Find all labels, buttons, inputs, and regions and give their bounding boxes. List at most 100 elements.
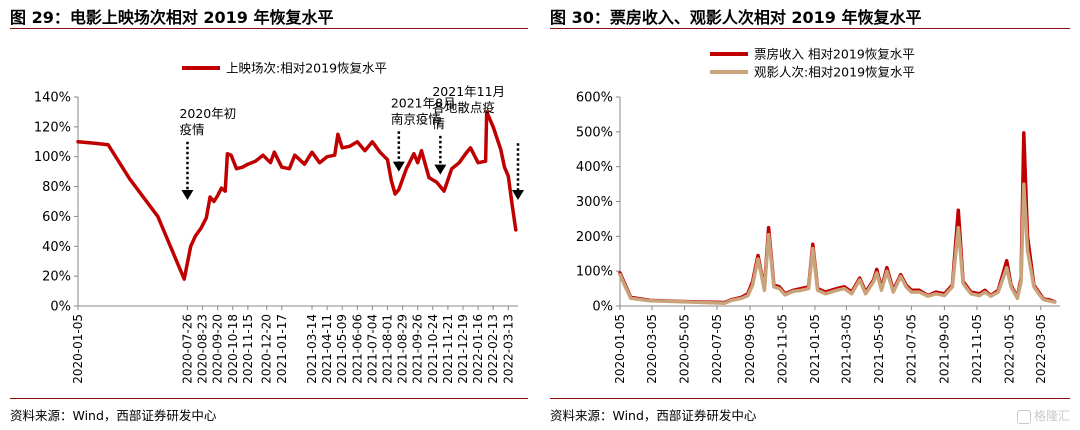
- x-tick-label: 2022-01-05: [1002, 314, 1016, 384]
- x-tick-label: 2020-09-20: [211, 314, 225, 384]
- series-point: [420, 150, 423, 152]
- series-point: [235, 168, 238, 170]
- x-tick-label: 2022-01-16: [471, 314, 485, 384]
- series-point: [213, 200, 215, 203]
- series-point: [364, 150, 366, 152]
- series-point: [1023, 183, 1025, 185]
- annotation-text: 疫情: [179, 122, 204, 137]
- series-point: [957, 227, 959, 229]
- left-source-rule: [10, 398, 528, 399]
- series-point: [1033, 286, 1035, 288]
- series-point: [194, 235, 197, 237]
- y-tick-label: 120%: [34, 120, 71, 135]
- right-line-chart: 0% 100% 200% 300% 400% 500% 600% 2020-01-05 2020…: [576, 47, 1060, 384]
- y-tick-label: 0%: [592, 300, 613, 315]
- right-source-rule: [550, 398, 1070, 399]
- x-tick-label: 2020-09-05: [743, 314, 757, 384]
- watermark: 格隆汇: [1016, 407, 1070, 424]
- series-point: [398, 189, 400, 191]
- series-point: [200, 227, 202, 229]
- right-source-note: 资料来源：Wind，西部证券研发中心: [550, 408, 757, 423]
- left-line-chart: 0% 20% 40% 60% 80% 100% 120% 140% 2020-01-05 2020…: [34, 61, 524, 384]
- x-tick-label: 2021-11-21: [441, 314, 455, 384]
- series-point: [990, 295, 992, 297]
- series-point: [886, 270, 888, 272]
- x-tick-label: 2021-08-01: [381, 314, 395, 384]
- series-point: [984, 291, 986, 293]
- series-point: [1042, 299, 1045, 301]
- series-point: [773, 286, 775, 288]
- series-point: [724, 302, 726, 304]
- series-point: [817, 289, 819, 291]
- series-point: [217, 194, 219, 197]
- y-tick-label: 500%: [576, 125, 613, 140]
- series-point: [619, 274, 621, 276]
- series-point: [503, 166, 506, 168]
- annotation-text: 2021年11月: [432, 84, 505, 99]
- y-tick-label: 80%: [42, 180, 71, 195]
- series-point: [294, 154, 296, 156]
- series-point: [1026, 249, 1029, 251]
- series-line: [618, 131, 1057, 305]
- y-tick-label: 600%: [576, 91, 613, 106]
- series-point: [515, 229, 517, 231]
- annotation-text: 南京疫情: [391, 111, 441, 126]
- x-tick-label: 2020-03-05: [645, 314, 659, 384]
- x-tick-label: 2020-01-05: [613, 314, 627, 384]
- series-point: [812, 247, 814, 250]
- series-point: [880, 289, 883, 291]
- series-point: [511, 203, 513, 206]
- series-point: [962, 282, 964, 284]
- y-tick-label: 0%: [50, 300, 71, 315]
- series-point: [1054, 301, 1056, 303]
- series-point: [768, 227, 770, 229]
- legend-label: 观影人次:相对2019恢复水平: [754, 65, 915, 80]
- series-point: [1010, 286, 1012, 288]
- series-point: [778, 288, 780, 290]
- series-point: [740, 297, 743, 299]
- series-point: [761, 275, 763, 277]
- x-tick-label: 2020-10-18: [226, 314, 240, 384]
- annotation-text: 2020年初: [179, 106, 236, 121]
- left-chart-title: 图 29：电影上映场次相对 2019 年恢复水平: [10, 8, 334, 27]
- x-tick-label: 2021-03-14: [305, 314, 319, 384]
- series-point: [1048, 300, 1050, 302]
- x-tick-label: 2021-12-19: [456, 314, 470, 384]
- x-tick-label: 2021-07-05: [904, 314, 918, 384]
- series-point: [262, 154, 264, 156]
- series-point: [997, 291, 999, 293]
- x-tick-label: 2022-03-13: [501, 314, 515, 384]
- series-point: [681, 301, 683, 303]
- y-tick-label: 200%: [576, 230, 613, 245]
- x-tick-label: 2022-02-13: [486, 314, 500, 384]
- x-tick-label: 2020-11-15: [241, 314, 255, 384]
- series-point: [630, 297, 632, 299]
- series-point: [405, 168, 407, 170]
- x-tick-label: 2021-01-17: [275, 314, 289, 384]
- series-point: [873, 281, 875, 283]
- series-point: [247, 163, 249, 165]
- left-source-note: 资料来源：Wind，西部证券研发中心: [10, 408, 217, 423]
- series-point: [485, 160, 487, 162]
- series-point: [1006, 260, 1008, 262]
- series-point: [129, 178, 131, 180]
- series-point: [910, 291, 912, 293]
- x-tick-label: 2021-04-11: [320, 314, 334, 384]
- series-point: [492, 126, 494, 128]
- series-point: [341, 147, 343, 149]
- series-point: [649, 300, 651, 302]
- series-point: [311, 151, 313, 153]
- series-point: [477, 162, 479, 164]
- series-point: [979, 295, 981, 297]
- series-point: [935, 293, 937, 295]
- series-point: [319, 162, 321, 164]
- series-point: [337, 133, 339, 135]
- series-point: [269, 162, 272, 164]
- x-tick-label: 2021-09-26: [411, 314, 425, 384]
- series-point: [943, 295, 945, 297]
- series-point: [812, 243, 814, 245]
- annotation-arrowhead: [392, 161, 405, 172]
- series-point: [730, 299, 732, 301]
- series-point: [226, 153, 228, 155]
- series-point: [918, 291, 920, 293]
